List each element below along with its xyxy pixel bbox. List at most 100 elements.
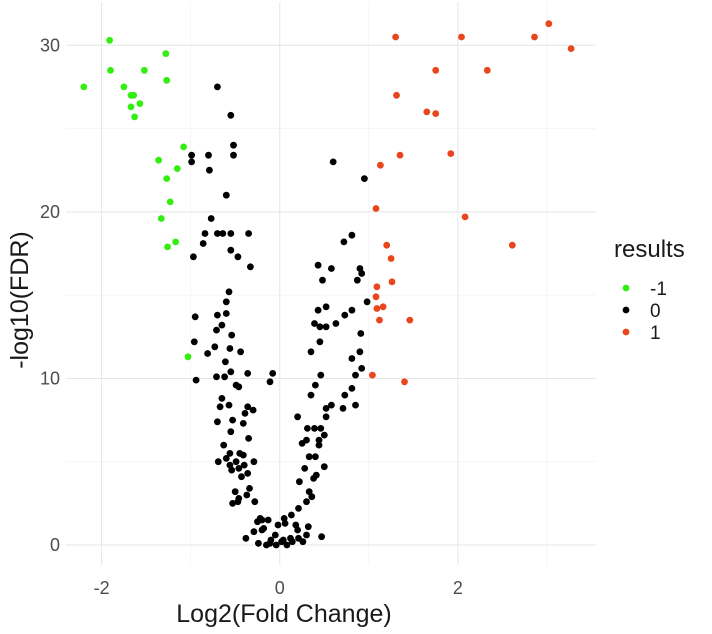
data-point <box>301 465 309 472</box>
data-point <box>157 215 165 222</box>
data-point <box>315 441 323 449</box>
data-point <box>508 241 516 249</box>
x-tick-label: 0 <box>275 578 285 598</box>
legend-label: 1 <box>650 323 661 344</box>
data-point <box>332 320 340 327</box>
data-point <box>188 158 196 166</box>
data-point <box>246 485 253 492</box>
data-point <box>207 215 215 222</box>
legend-entries: -101 <box>622 279 667 344</box>
data-point <box>214 418 221 426</box>
data-point <box>107 66 114 74</box>
data-point <box>222 298 230 306</box>
data-point <box>267 536 275 544</box>
data-point <box>320 431 328 439</box>
data-point <box>235 465 243 472</box>
data-point <box>214 311 221 319</box>
data-point <box>296 478 303 486</box>
data-point <box>222 358 229 366</box>
data-point <box>141 66 148 74</box>
data-point <box>307 391 315 399</box>
data-point <box>155 156 163 164</box>
data-point <box>225 401 233 409</box>
data-point <box>314 306 322 314</box>
data-point <box>545 20 553 28</box>
data-point <box>369 371 376 379</box>
data-point <box>222 310 230 317</box>
data-point <box>303 436 310 444</box>
data-point <box>230 151 237 159</box>
data-point <box>318 533 325 541</box>
data-point <box>244 403 252 411</box>
data-point <box>341 311 349 319</box>
data-point <box>264 516 272 524</box>
data-point <box>392 33 399 41</box>
data-point <box>266 378 274 386</box>
data-point <box>231 488 239 496</box>
legend-key <box>622 306 630 314</box>
data-point <box>361 175 368 183</box>
data-point <box>239 420 247 427</box>
data-point <box>214 83 221 91</box>
data-point <box>280 515 288 522</box>
data-point <box>164 243 171 251</box>
data-point <box>358 365 366 372</box>
data-point <box>106 36 113 44</box>
data-point <box>230 141 237 149</box>
data-points <box>80 20 575 549</box>
data-point <box>312 453 319 461</box>
data-point <box>166 198 174 206</box>
y-tick-label: 20 <box>40 202 60 222</box>
data-point <box>190 253 197 261</box>
data-point <box>192 376 200 384</box>
data-point <box>213 373 220 381</box>
x-axis-title: Log2(Fold Change) <box>176 600 391 628</box>
data-point <box>242 534 250 542</box>
data-point <box>294 413 301 421</box>
y-tick-label: 0 <box>50 535 60 555</box>
data-point <box>220 441 228 449</box>
data-point <box>255 539 262 547</box>
y-axis-ticks: 0 10 20 30 <box>40 35 60 555</box>
data-point <box>229 416 237 424</box>
data-point <box>205 151 212 159</box>
data-point <box>447 150 455 158</box>
data-point <box>226 450 234 457</box>
data-point <box>271 531 279 539</box>
data-point <box>317 371 325 379</box>
data-point <box>401 378 408 386</box>
data-point <box>190 338 198 346</box>
legend-key <box>622 284 630 292</box>
data-point <box>295 505 302 512</box>
data-point <box>232 458 240 466</box>
data-point <box>225 288 233 296</box>
data-point <box>283 541 291 549</box>
data-point <box>320 463 328 471</box>
data-point <box>162 50 170 57</box>
data-point <box>458 33 465 41</box>
data-point <box>356 348 364 356</box>
data-point <box>201 230 209 237</box>
y-tick-label: 10 <box>40 368 60 388</box>
data-point <box>322 303 330 311</box>
data-point <box>269 370 277 377</box>
data-point <box>322 323 330 331</box>
data-point <box>188 151 196 159</box>
data-point <box>377 161 384 169</box>
data-point <box>312 471 320 479</box>
data-point <box>221 373 229 381</box>
x-tick-label: 2 <box>453 578 463 598</box>
data-point <box>250 528 258 536</box>
data-point <box>396 151 404 159</box>
major-gridlines <box>66 2 596 565</box>
x-axis-ticks: -2 0 2 <box>94 578 463 598</box>
data-point <box>173 165 181 173</box>
data-point <box>163 76 171 84</box>
data-point <box>312 381 319 389</box>
data-point <box>241 410 249 417</box>
data-point <box>260 525 268 532</box>
data-point <box>211 343 219 351</box>
data-point <box>348 385 356 392</box>
data-point <box>307 348 315 356</box>
data-point <box>348 306 356 314</box>
